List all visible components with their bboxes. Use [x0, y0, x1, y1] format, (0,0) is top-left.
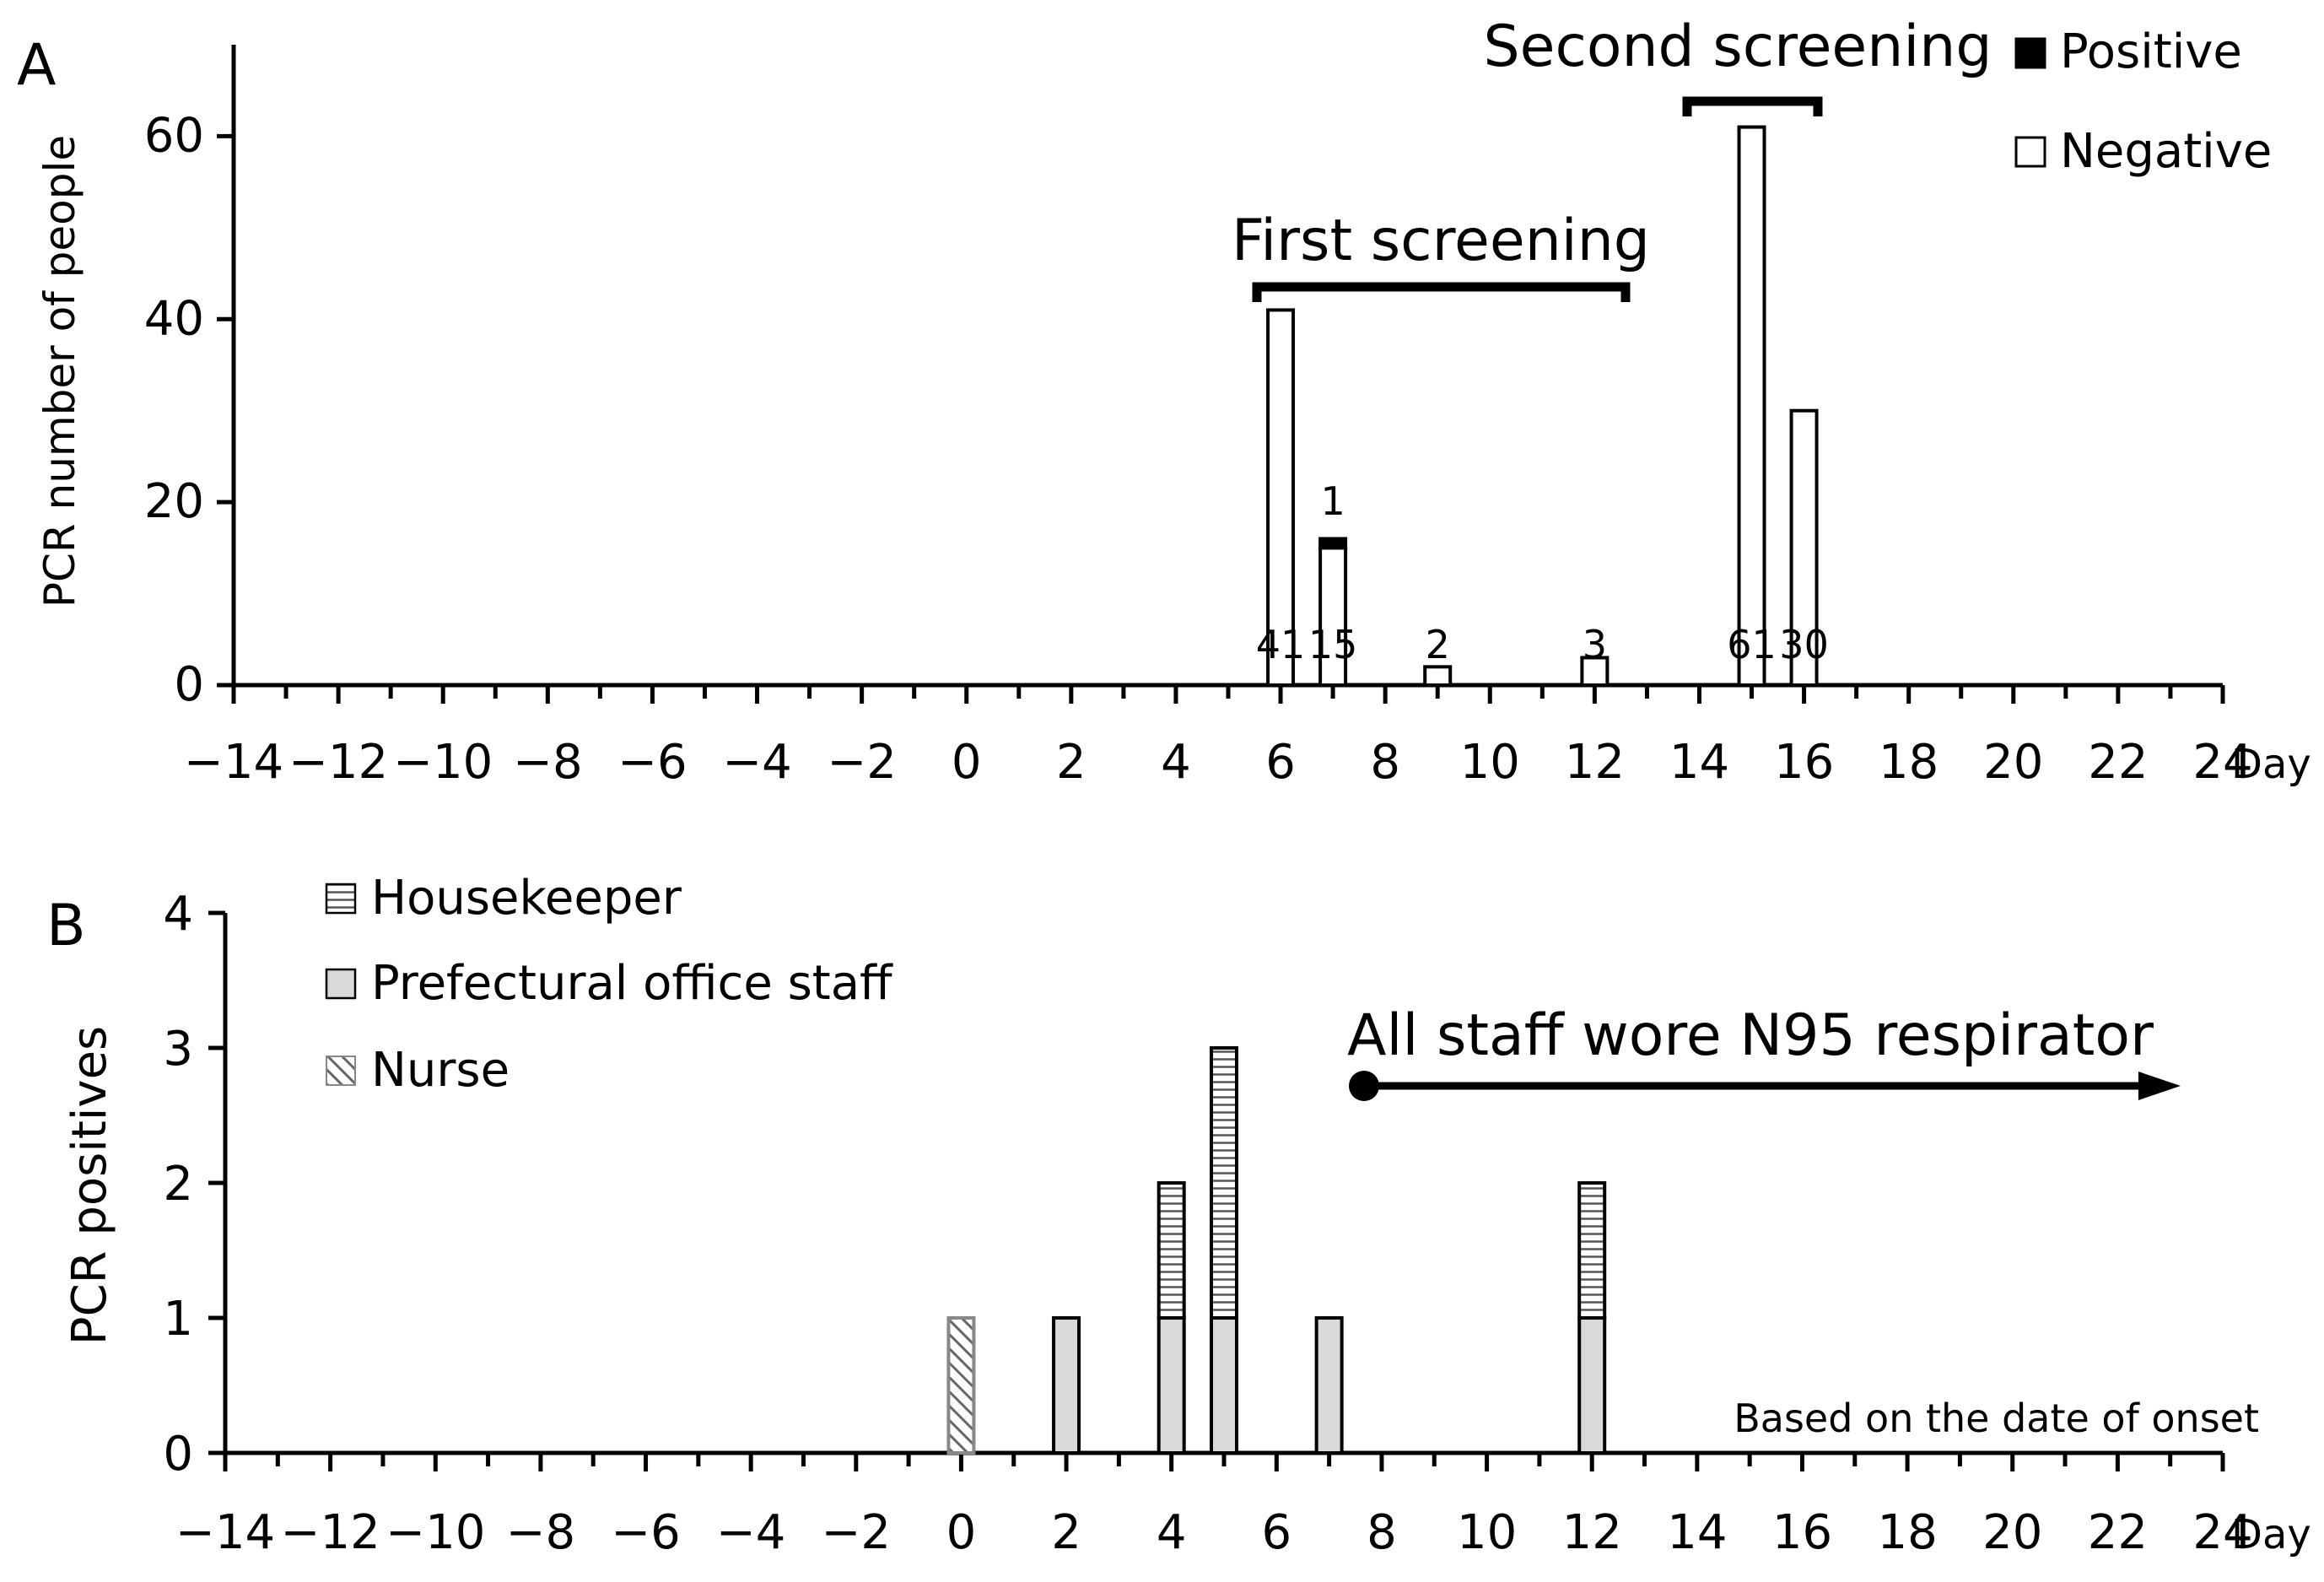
- a-bar-negative: [1789, 408, 1819, 687]
- a-data-label: 61: [1727, 622, 1777, 667]
- a-xtick-label: 10: [1460, 735, 1520, 790]
- a-xtick-label: 12: [1565, 735, 1625, 790]
- a-ytick-label: 60: [144, 108, 204, 163]
- a-xtick-label: 22: [2088, 735, 2148, 790]
- legend-office-staff-label: Prefectural office staff: [371, 956, 893, 1011]
- a-xtick-label: −2: [827, 735, 897, 790]
- a-bar-positive: [1318, 537, 1348, 550]
- a-xtick-label: −12: [288, 735, 388, 790]
- b-bar-prefectural-office-staff: [1314, 1316, 1344, 1455]
- b-xtick-label: 24: [2192, 1505, 2252, 1560]
- a-xtick-label: −4: [722, 735, 792, 790]
- n95-annotation-label: All staff wore N95 respirator: [1347, 1002, 2154, 1069]
- b-bar-housekeeper: [1577, 1181, 1607, 1320]
- a-bar-negative: [1737, 125, 1766, 688]
- b-ytick-label: 1: [163, 1292, 193, 1347]
- a-bar-negative: [1580, 656, 1610, 688]
- a-ytick-label: 20: [144, 474, 204, 529]
- a-xtick-label: −10: [393, 735, 493, 790]
- a-xtick-label: 6: [1265, 735, 1296, 790]
- b-xtick-label: −2: [822, 1505, 892, 1560]
- b-bar-nurse: [946, 1316, 976, 1455]
- legend-nurse-swatch: [326, 1056, 356, 1086]
- b-xtick-label: −10: [386, 1505, 485, 1560]
- panel-b-label: B: [46, 893, 86, 959]
- panel-a-ylabel: PCR number of people: [35, 135, 84, 607]
- b-ytick-label: 4: [163, 887, 193, 942]
- b-xtick-label: 8: [1367, 1505, 1397, 1560]
- second-screening-bracket: [1682, 96, 1823, 116]
- a-xtick-label: −8: [513, 735, 583, 790]
- legend-housekeeper-swatch: [325, 883, 357, 915]
- b-xtick-label: 4: [1157, 1505, 1187, 1560]
- b-bar-prefectural-office-staff: [1210, 1316, 1238, 1455]
- b-ytick-label: 0: [163, 1427, 193, 1482]
- panel-a-label: A: [17, 32, 57, 99]
- a-bar-negative: [1423, 665, 1453, 687]
- a-ytick-label: 40: [144, 291, 204, 346]
- a-xtick-label: 4: [1161, 735, 1191, 790]
- legend-nurse-label: Nurse: [371, 1043, 510, 1098]
- first-screening-label: First screening: [1232, 208, 1650, 274]
- legend-positive-swatch: [2014, 37, 2046, 69]
- onset-note: Based on the date of onset: [1734, 1396, 2259, 1441]
- legend-positive-label: Positive: [2060, 24, 2242, 79]
- a-xtick-label: −6: [617, 735, 687, 790]
- b-bar-housekeeper: [1157, 1181, 1186, 1320]
- b-xtick-label: 6: [1261, 1505, 1291, 1560]
- a-xtick-label: 0: [952, 735, 982, 790]
- a-xtick-label: 20: [1983, 735, 2043, 790]
- b-ytick-label: 3: [163, 1022, 193, 1077]
- a-data-label: 15: [1308, 622, 1358, 667]
- a-xtick-label: 24: [2192, 735, 2252, 790]
- a-xtick-label: 8: [1370, 735, 1400, 790]
- a-data-label: 2: [1426, 622, 1450, 667]
- a-data-label: 3: [1583, 622, 1607, 667]
- legend-negative-swatch: [2014, 136, 2046, 168]
- panel-a-xlabel: Day: [2231, 741, 2311, 788]
- a-positive-label: 1: [1320, 478, 1345, 524]
- legend-office-staff-swatch: [325, 968, 357, 1000]
- legend-negative-label: Negative: [2060, 124, 2272, 179]
- second-screening-label: Second screening: [1483, 13, 1992, 80]
- b-xtick-label: 2: [1051, 1505, 1081, 1560]
- a-ytick-label: 0: [174, 657, 204, 712]
- b-xtick-label: 20: [1982, 1505, 2042, 1560]
- b-bar-prefectural-office-staff: [1577, 1316, 1607, 1455]
- b-xtick-label: 0: [946, 1505, 977, 1560]
- b-xtick-label: 18: [1877, 1505, 1937, 1560]
- a-xtick-label: −14: [184, 735, 283, 790]
- b-xtick-label: −8: [506, 1505, 576, 1560]
- n95-arrow-head: [2138, 1072, 2181, 1100]
- a-xtick-label: 14: [1669, 735, 1729, 790]
- first-screening-bracket: [1252, 282, 1631, 302]
- legend-housekeeper-label: Housekeeper: [371, 871, 682, 926]
- b-xtick-label: −14: [175, 1505, 275, 1560]
- a-xtick-label: 18: [1879, 735, 1938, 790]
- b-xtick-label: 22: [2088, 1505, 2148, 1560]
- panel-b-ylabel: PCR positives: [62, 1026, 117, 1345]
- a-bar-negative: [1266, 308, 1296, 687]
- a-xtick-label: 2: [1056, 735, 1087, 790]
- a-data-label: 30: [1779, 622, 1829, 667]
- b-bar-prefectural-office-staff: [1052, 1316, 1081, 1455]
- a-xtick-label: 16: [1774, 735, 1834, 790]
- b-bar-prefectural-office-staff: [1157, 1316, 1186, 1455]
- b-xtick-label: 14: [1667, 1505, 1727, 1560]
- b-bar-housekeeper: [1210, 1046, 1238, 1320]
- b-xtick-label: 10: [1457, 1505, 1517, 1560]
- b-ytick-label: 2: [163, 1157, 193, 1212]
- a-data-label: 41: [1256, 622, 1306, 667]
- b-xtick-label: −12: [281, 1505, 380, 1560]
- b-xtick-label: −6: [611, 1505, 681, 1560]
- b-xtick-label: −4: [716, 1505, 786, 1560]
- b-xtick-label: 16: [1772, 1505, 1832, 1560]
- b-xtick-label: 12: [1562, 1505, 1622, 1560]
- panel-b-xlabel: Day: [2231, 1511, 2311, 1558]
